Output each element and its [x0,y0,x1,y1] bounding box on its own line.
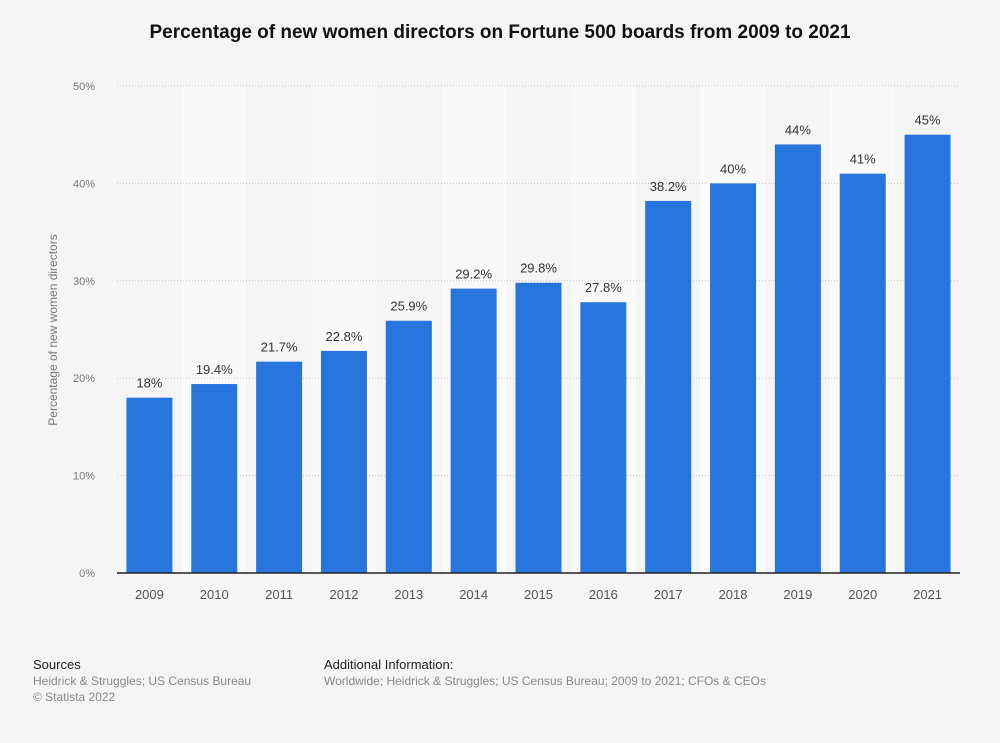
bar [645,200,692,573]
x-tick-label: 2019 [783,587,812,602]
bar [839,173,886,573]
sources-label: Sources [33,657,81,672]
bar [774,144,821,573]
data-label: 22.8% [326,329,363,344]
sources-block: Sources Heidrick & Struggles; US Census … [33,657,251,705]
data-label: 45% [915,113,941,128]
x-tick-label: 2011 [265,587,293,602]
bar [904,134,951,573]
data-label: 18% [136,376,162,391]
bar [256,361,303,573]
data-label: 29.8% [520,261,557,276]
copyright: © Statista 2022 [33,690,116,704]
data-label: 29.2% [455,267,492,282]
chart-title: Percentage of new women directors on For… [149,22,851,43]
data-label: 44% [785,122,811,137]
x-tick-label: 2009 [135,587,164,602]
data-label: 27.8% [585,280,622,295]
additional-info-text: Worldwide; Heidrick & Struggles; US Cens… [324,674,766,688]
x-tick-label: 2014 [459,587,488,602]
x-tick-label: 2012 [330,587,359,602]
bar [126,397,173,573]
data-label: 19.4% [196,362,233,377]
bar [385,320,432,573]
y-tick-label: 40% [73,178,95,190]
data-label: 21.7% [261,340,298,355]
sources-text: Heidrick & Struggles; US Census Bureau [33,674,252,688]
bar [515,282,562,573]
bar [191,384,238,573]
data-label: 41% [850,152,876,167]
data-label: 25.9% [390,299,427,314]
bar [580,302,627,573]
y-axis-label: Percentage of new women directors [46,234,60,425]
x-tick-label: 2017 [654,587,683,602]
bar [450,288,497,573]
y-tick-label: 30% [73,276,95,288]
data-label: 38.2% [650,179,687,194]
y-tick-label: 20% [73,373,95,385]
y-tick-label: 10% [73,471,95,483]
y-tick-label: 0% [79,568,95,580]
x-tick-label: 2010 [200,587,229,602]
data-label: 40% [720,161,746,176]
bar [320,350,367,573]
x-tick-label: 2013 [394,587,423,602]
bar [710,183,757,573]
x-tick-label: 2018 [719,587,748,602]
additional-info-label: Additional Information: [324,657,454,672]
x-tick-label: 2020 [848,587,877,602]
x-tick-label: 2015 [524,587,553,602]
additional-info-block: Additional Information: Worldwide; Heidr… [324,657,766,689]
x-tick-label: 2016 [589,587,618,602]
x-tick-label: 2021 [913,587,942,602]
y-tick-label: 50% [73,81,95,93]
